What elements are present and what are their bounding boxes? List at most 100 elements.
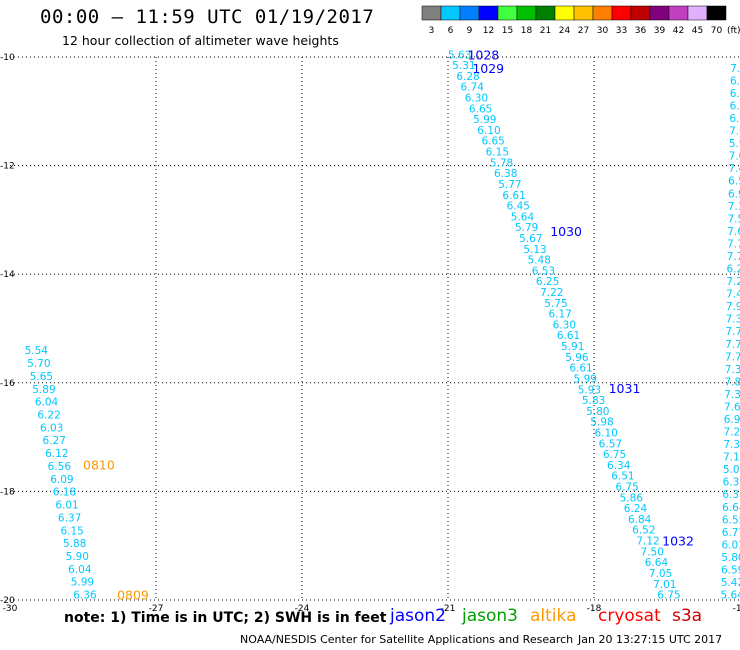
wave-height-value: 6.10 bbox=[477, 125, 500, 137]
wave-height-value: 5.93 bbox=[578, 384, 601, 396]
pass-time-label: 0810 bbox=[83, 457, 115, 472]
wave-height-value: 7.50 bbox=[641, 546, 664, 558]
color-scale-label: 36 bbox=[635, 26, 647, 36]
color-scale-label: 30 bbox=[597, 26, 609, 36]
color-scale-label: 9 bbox=[467, 26, 473, 36]
wave-height-value: 6.30 bbox=[465, 93, 488, 105]
wave-height-value: 6.30 bbox=[553, 319, 576, 331]
wave-height-value: 5.31 bbox=[452, 60, 475, 72]
legend-jason3: jason3 bbox=[462, 606, 518, 626]
wave-height-value: 6.75 bbox=[603, 449, 626, 461]
wave-height-value: 7.75 bbox=[727, 238, 740, 250]
footer-note: note: 1) Time is in UTC; 2) SWH is in fe… bbox=[64, 610, 387, 626]
wave-height-value: 6.77 bbox=[722, 527, 740, 539]
wave-height-value: 5.88 bbox=[63, 538, 86, 550]
wave-height-value: 6.60 bbox=[730, 88, 740, 100]
wave-height-value: 6.33 bbox=[722, 489, 740, 501]
grid-lines bbox=[10, 56, 740, 601]
wave-height-value: 7.25 bbox=[724, 427, 740, 439]
wave-height-value: 5.67 bbox=[519, 233, 542, 245]
wave-height-value: 6.22 bbox=[37, 410, 60, 422]
wave-height-value: 5.77 bbox=[498, 179, 521, 191]
wave-height-value: 5.75 bbox=[544, 298, 567, 310]
wave-height-value: 6.17 bbox=[548, 309, 571, 321]
wave-height-value: 6.04 bbox=[35, 397, 59, 409]
wave-height-value: 6.09 bbox=[50, 474, 73, 486]
wave-height-value: 5.91 bbox=[561, 341, 584, 353]
wave-height-value: 7.75 bbox=[727, 251, 740, 263]
color-scale-label: 39 bbox=[654, 26, 666, 36]
wave-height-value: 7.57 bbox=[727, 213, 740, 225]
wave-height-value: 6.59 bbox=[721, 564, 740, 576]
wave-height-value: 6.24 bbox=[624, 503, 648, 515]
wave-height-value: 6.95 bbox=[728, 188, 740, 200]
wave-height-value: 6.51 bbox=[611, 471, 634, 483]
wave-height-value: 5.64 bbox=[721, 590, 740, 602]
wave-height-value: 6.36 bbox=[73, 590, 97, 602]
wave-height-value: 7.03 bbox=[729, 151, 740, 163]
wave-height-value: 6.29 bbox=[727, 264, 740, 276]
wave-height-value: 6.12 bbox=[45, 448, 68, 460]
wave-height-value: 6.15 bbox=[486, 147, 509, 159]
legend-s3a: s3a bbox=[672, 606, 703, 626]
x-tick-label: -30 bbox=[3, 604, 18, 612]
x-tick-label: -24 bbox=[295, 604, 310, 612]
y-tick-label: -20 bbox=[0, 596, 15, 606]
pass-time-label: 1028 bbox=[467, 47, 499, 62]
wave-height-value: 6.03 bbox=[40, 422, 63, 434]
color-scale-label: 3 bbox=[429, 26, 435, 36]
wave-height-value: 6.28 bbox=[456, 71, 479, 83]
wave-height-value: 7.22 bbox=[540, 287, 563, 299]
wave-height-value: 6.84 bbox=[628, 514, 652, 526]
wave-height-value: 5.48 bbox=[528, 255, 551, 267]
wave-height-value: 6.56 bbox=[48, 461, 72, 473]
color-scale-label: 70 bbox=[711, 26, 723, 36]
wave-height-value: 6.04 bbox=[68, 564, 92, 576]
pass-time-label: 1030 bbox=[550, 224, 582, 239]
y-tick-label: -12 bbox=[0, 162, 15, 172]
wave-height-value: 7.36 bbox=[726, 314, 740, 326]
wave-height-value: 6.45 bbox=[507, 201, 530, 213]
color-scale-label: 24 bbox=[559, 26, 571, 36]
wave-height-value: 7.70 bbox=[725, 351, 740, 363]
wave-height-value: 6.61 bbox=[569, 363, 592, 375]
wave-height-value: 7.01 bbox=[653, 579, 676, 591]
color-scale-bar: 3 6 9 12 15 18 21 24 27 30 33 36 39 42 45 70 (ft) bbox=[421, 5, 740, 36]
wave-height-value: 6.35 bbox=[730, 75, 740, 87]
x-tick-label: -27 bbox=[149, 604, 164, 612]
wave-height-value: 6.65 bbox=[469, 103, 492, 115]
y-tick-label: -10 bbox=[0, 53, 15, 63]
wave-height-value: 6.15 bbox=[60, 525, 83, 537]
wave-height-value: 6.50 bbox=[728, 176, 740, 188]
color-swatch bbox=[706, 5, 727, 21]
wave-height-value: 6.27 bbox=[43, 435, 66, 447]
wave-height-value: 7.99 bbox=[726, 301, 740, 313]
wave-height-value: 5.65 bbox=[30, 371, 53, 383]
pass-time-label: 1029 bbox=[472, 61, 504, 76]
wave-height-value: 6.18 bbox=[53, 487, 76, 499]
wave-height-value: 6.10 bbox=[594, 427, 617, 439]
wave-height-value: 6.75 bbox=[615, 482, 638, 494]
wave-height-value: 7.85 bbox=[724, 376, 740, 388]
wave-height-value: 5.98 bbox=[590, 417, 613, 429]
wave-height-value: 5.79 bbox=[515, 222, 538, 234]
pass-time-label: 1031 bbox=[609, 381, 641, 396]
wave-height-value: 6.61 bbox=[557, 330, 580, 342]
wave-height-value: 6.53 bbox=[532, 265, 555, 277]
wave-height-value: 5.78 bbox=[490, 157, 513, 169]
wave-height-value: 6.74 bbox=[461, 82, 485, 94]
track: 5.545.705.655.896.046.226.036.276.126.56… bbox=[25, 345, 149, 602]
credit-line: NOAA/NESDIS Center for Satellite Applica… bbox=[240, 633, 574, 646]
y-tick-label: -18 bbox=[0, 487, 15, 497]
color-scale-label: 12 bbox=[483, 26, 494, 36]
wave-height-value: 7.12 bbox=[636, 536, 659, 548]
wave-height-value: 7.30 bbox=[723, 439, 740, 451]
color-scale-label: 15 bbox=[502, 26, 513, 36]
wave-height-value: 6.37 bbox=[58, 512, 81, 524]
wave-height-value: 6.75 bbox=[657, 590, 680, 602]
track: 7.376.356.606.406.887.065.967.037.466.50… bbox=[721, 63, 740, 602]
pass-time-label: 1032 bbox=[662, 533, 694, 548]
wave-height-value: 6.01 bbox=[55, 500, 78, 512]
y-tick-label: -14 bbox=[0, 270, 15, 280]
wave-height-value: 7.10 bbox=[728, 201, 740, 213]
